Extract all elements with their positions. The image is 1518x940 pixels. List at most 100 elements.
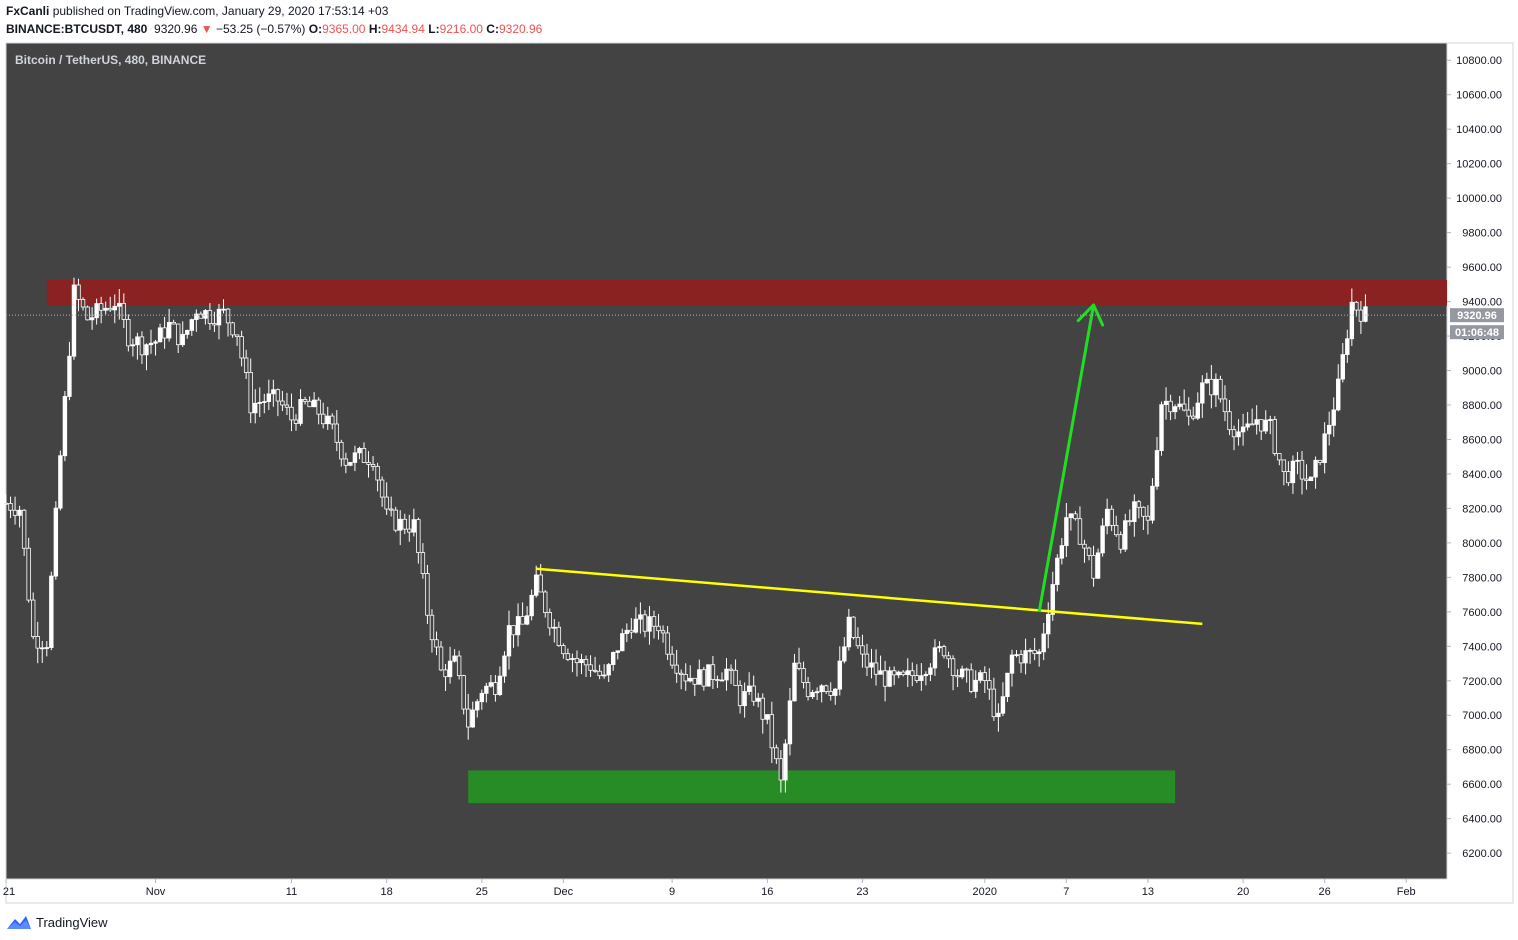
- candle[interactable]: [370, 456, 376, 471]
- candle[interactable]: [393, 506, 398, 533]
- candle[interactable]: [842, 637, 847, 664]
- candle[interactable]: [756, 692, 761, 708]
- candle[interactable]: [1032, 637, 1037, 661]
- candle[interactable]: [17, 505, 22, 528]
- candle[interactable]: [135, 332, 140, 360]
- candle[interactable]: [62, 391, 68, 462]
- candle[interactable]: [1304, 464, 1309, 490]
- candle[interactable]: [529, 589, 534, 621]
- candle[interactable]: [719, 672, 725, 682]
- candle[interactable]: [796, 647, 802, 671]
- candle[interactable]: [58, 450, 63, 511]
- candle[interactable]: [846, 608, 852, 651]
- candle[interactable]: [334, 410, 339, 452]
- candle[interactable]: [556, 621, 562, 647]
- candle[interactable]: [1200, 375, 1205, 418]
- candle[interactable]: [1249, 408, 1255, 426]
- candle[interactable]: [533, 565, 539, 598]
- candle[interactable]: [225, 307, 231, 337]
- candle[interactable]: [497, 666, 503, 697]
- candle[interactable]: [851, 616, 856, 640]
- candle[interactable]: [35, 621, 40, 664]
- candle[interactable]: [180, 321, 185, 347]
- candle[interactable]: [447, 646, 453, 684]
- candle[interactable]: [289, 393, 294, 432]
- candle[interactable]: [828, 682, 833, 701]
- candle[interactable]: [479, 689, 485, 710]
- candle[interactable]: [1068, 513, 1074, 531]
- candle[interactable]: [40, 640, 45, 663]
- candle[interactable]: [914, 664, 920, 684]
- candle[interactable]: [1363, 294, 1368, 323]
- candle[interactable]: [1245, 412, 1250, 431]
- candle[interactable]: [1299, 451, 1305, 495]
- candle[interactable]: [697, 659, 702, 685]
- resistance-zone[interactable]: [46, 280, 1448, 306]
- candle[interactable]: [1127, 509, 1132, 526]
- candle[interactable]: [928, 663, 933, 682]
- candle[interactable]: [488, 674, 494, 688]
- candle[interactable]: [71, 277, 77, 360]
- candle[interactable]: [1005, 672, 1010, 702]
- candle[interactable]: [638, 602, 643, 634]
- candle[interactable]: [620, 628, 625, 652]
- candle[interactable]: [257, 387, 262, 418]
- candle[interactable]: [438, 641, 444, 672]
- candle[interactable]: [855, 627, 861, 649]
- candle[interactable]: [765, 714, 770, 725]
- candle[interactable]: [398, 510, 403, 546]
- candle[interactable]: [1132, 494, 1137, 537]
- footer-brand[interactable]: TradingView: [36, 914, 108, 930]
- candle[interactable]: [1204, 372, 1210, 384]
- candle[interactable]: [511, 625, 516, 648]
- candle[interactable]: [148, 329, 154, 354]
- candle[interactable]: [1259, 419, 1264, 440]
- candle[interactable]: [506, 610, 512, 670]
- candle[interactable]: [1313, 456, 1318, 489]
- candle[interactable]: [1009, 649, 1015, 687]
- candle[interactable]: [1177, 396, 1182, 410]
- candle[interactable]: [778, 750, 784, 793]
- candle[interactable]: [343, 452, 349, 474]
- candle[interactable]: [583, 655, 589, 677]
- candle[interactable]: [715, 675, 720, 688]
- candle[interactable]: [162, 316, 167, 349]
- candle[interactable]: [982, 666, 987, 694]
- candle[interactable]: [978, 670, 983, 684]
- candle[interactable]: [262, 393, 267, 414]
- candle[interactable]: [1277, 453, 1282, 466]
- candle[interactable]: [307, 396, 312, 408]
- candle[interactable]: [1100, 518, 1105, 557]
- candle[interactable]: [1082, 539, 1087, 563]
- candle[interactable]: [615, 650, 620, 660]
- candle[interactable]: [642, 610, 648, 638]
- candle[interactable]: [878, 655, 883, 675]
- candle[interactable]: [547, 608, 552, 636]
- candle[interactable]: [130, 338, 136, 357]
- candle[interactable]: [891, 666, 897, 686]
- descending-trendline[interactable]: [536, 567, 1203, 626]
- candle[interactable]: [103, 301, 108, 315]
- candle[interactable]: [139, 331, 145, 364]
- candle[interactable]: [1095, 548, 1101, 579]
- candle[interactable]: [126, 314, 131, 352]
- candle[interactable]: [185, 329, 190, 339]
- candle[interactable]: [964, 667, 969, 683]
- candle[interactable]: [411, 508, 417, 537]
- candle[interactable]: [8, 496, 13, 519]
- candle[interactable]: [407, 514, 412, 542]
- candle[interactable]: [402, 513, 407, 535]
- candle[interactable]: [443, 664, 448, 692]
- candle[interactable]: [669, 646, 675, 669]
- candle[interactable]: [787, 687, 793, 756]
- candle[interactable]: [987, 668, 992, 700]
- candle[interactable]: [1222, 385, 1228, 422]
- candle[interactable]: [12, 496, 18, 525]
- candle[interactable]: [352, 445, 358, 472]
- candle[interactable]: [1358, 301, 1364, 334]
- candle[interactable]: [515, 603, 521, 647]
- candle[interactable]: [384, 482, 389, 515]
- candle[interactable]: [1290, 455, 1296, 494]
- candle[interactable]: [321, 402, 326, 429]
